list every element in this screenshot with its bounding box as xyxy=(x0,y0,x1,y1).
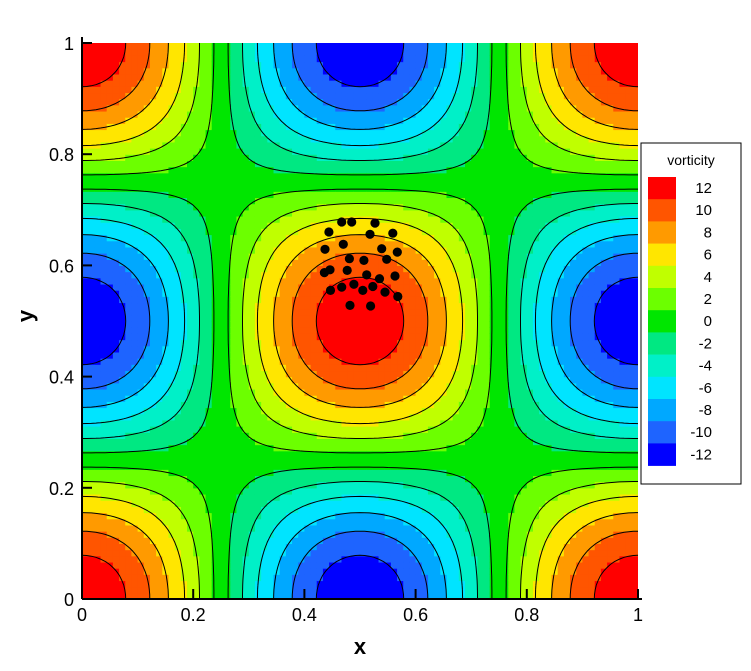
scatter-point xyxy=(325,285,336,295)
scatter-point xyxy=(338,239,348,249)
scatter-point xyxy=(374,274,385,284)
contour-lines xyxy=(82,43,638,599)
legend-swatch xyxy=(648,177,676,200)
legend-swatch xyxy=(648,243,676,267)
x-axis: 0 0.2 0.4 0.6 0.8 1 xyxy=(77,589,643,625)
x-tick-label: 0.6 xyxy=(403,605,428,625)
scatter-point xyxy=(337,282,347,292)
contour-fill xyxy=(82,43,638,599)
scatter-point xyxy=(370,218,380,228)
legend-swatch xyxy=(648,265,676,289)
x-tick-label: 0.2 xyxy=(181,605,206,625)
x-axis-label: x xyxy=(354,634,367,659)
x-tick-label: 0.8 xyxy=(514,605,539,625)
scatter-point xyxy=(337,217,347,227)
legend-swatch xyxy=(648,332,676,355)
y-tick-label: 0.4 xyxy=(49,368,74,388)
y-tick-label: 0.6 xyxy=(49,256,74,276)
legend: vorticity 12 10 8 6 4 2 0 -2 -4 -6 -8 -10 -12 xyxy=(640,142,742,485)
scatter-point xyxy=(342,265,352,275)
legend-items: 12 10 8 6 4 2 0 -2 -4 -6 -8 -10 -12 xyxy=(648,177,712,466)
scatter-point xyxy=(388,228,398,238)
legend-title: vorticity xyxy=(667,152,714,168)
x-tick-label: 0.4 xyxy=(292,605,317,625)
scatter-point xyxy=(359,255,369,265)
legend-label: -4 xyxy=(699,358,712,375)
legend-label: 0 xyxy=(704,313,712,330)
legend-swatch xyxy=(648,421,676,444)
scatter-point xyxy=(393,291,403,302)
legend-swatch xyxy=(648,376,676,400)
x-tick-label: 0 xyxy=(77,605,87,625)
legend-label: 4 xyxy=(704,269,712,286)
legend-label: -12 xyxy=(690,446,712,463)
legend-label: -2 xyxy=(699,335,712,352)
y-tick-label: 0.8 xyxy=(49,145,74,165)
scatter-point xyxy=(324,227,334,237)
x-tick-label: 1 xyxy=(633,605,643,625)
y-tick-label: 0.2 xyxy=(49,479,74,499)
legend-swatch xyxy=(648,354,676,378)
scatter-point xyxy=(377,244,387,254)
axes-lines xyxy=(81,37,642,600)
scatter-points xyxy=(319,217,403,311)
legend-label: 10 xyxy=(695,202,712,219)
scatter-point xyxy=(365,229,375,239)
legend-label: -8 xyxy=(699,402,712,419)
y-tick-label: 0 xyxy=(64,590,74,610)
legend-label: 6 xyxy=(704,247,712,264)
y-axis-label: y xyxy=(13,309,38,322)
scatter-point xyxy=(320,244,330,254)
scatter-point xyxy=(382,254,392,264)
scatter-point xyxy=(362,270,372,280)
legend-swatch xyxy=(648,310,676,333)
scatter-point xyxy=(347,217,357,227)
scatter-point xyxy=(319,268,329,278)
scatter-point xyxy=(392,247,402,257)
legend-swatch xyxy=(648,288,676,311)
scatter-point xyxy=(358,285,368,295)
legend-label: 12 xyxy=(695,180,712,197)
scatter-point xyxy=(344,254,354,264)
legend-swatch xyxy=(648,199,676,222)
legend-label: -10 xyxy=(690,424,712,441)
scatter-point xyxy=(390,271,400,281)
scatter-point xyxy=(349,279,359,289)
legend-label: 2 xyxy=(704,291,712,308)
legend-swatch xyxy=(648,399,676,422)
scatter-point xyxy=(345,300,355,310)
legend-label: -6 xyxy=(699,380,712,397)
plot-area xyxy=(81,37,642,600)
scatter-point xyxy=(380,287,390,297)
legend-swatch xyxy=(648,221,676,244)
legend-swatch xyxy=(648,443,676,466)
y-axis: 0 0.2 0.4 0.6 0.8 1 xyxy=(49,34,92,610)
scatter-point xyxy=(366,301,376,311)
legend-label: 8 xyxy=(704,224,712,241)
y-tick-label: 1 xyxy=(64,34,74,54)
scatter-point xyxy=(368,281,378,292)
